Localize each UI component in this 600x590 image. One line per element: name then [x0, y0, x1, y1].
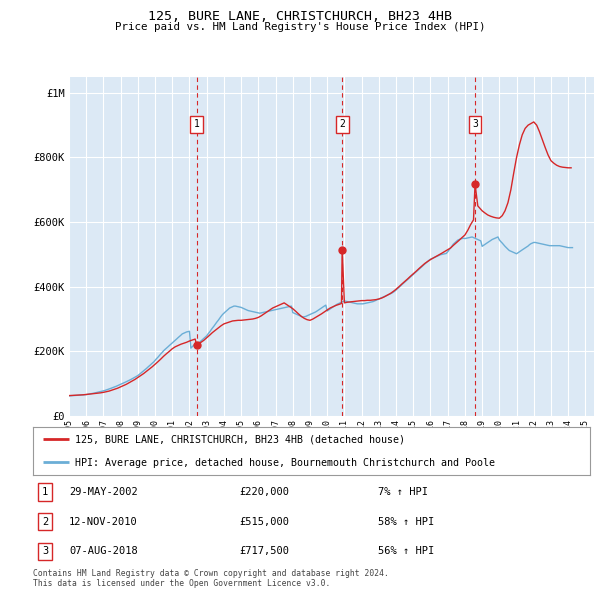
Text: 125, BURE LANE, CHRISTCHURCH, BH23 4HB (detached house): 125, BURE LANE, CHRISTCHURCH, BH23 4HB (… [75, 435, 405, 445]
Text: £220,000: £220,000 [239, 487, 289, 497]
Text: This data is licensed under the Open Government Licence v3.0.: This data is licensed under the Open Gov… [33, 579, 331, 588]
Text: 125, BURE LANE, CHRISTCHURCH, BH23 4HB: 125, BURE LANE, CHRISTCHURCH, BH23 4HB [148, 10, 452, 23]
Text: 58% ↑ HPI: 58% ↑ HPI [378, 517, 434, 526]
Text: 07-AUG-2018: 07-AUG-2018 [69, 546, 138, 556]
Text: 3: 3 [42, 546, 49, 556]
Text: 7% ↑ HPI: 7% ↑ HPI [378, 487, 428, 497]
Text: HPI: Average price, detached house, Bournemouth Christchurch and Poole: HPI: Average price, detached house, Bour… [75, 458, 495, 468]
Text: Contains HM Land Registry data © Crown copyright and database right 2024.: Contains HM Land Registry data © Crown c… [33, 569, 389, 578]
Text: 56% ↑ HPI: 56% ↑ HPI [378, 546, 434, 556]
Text: 2: 2 [42, 517, 49, 526]
Text: 29-MAY-2002: 29-MAY-2002 [69, 487, 138, 497]
Text: 1: 1 [42, 487, 49, 497]
Text: 2: 2 [339, 119, 345, 129]
Text: Price paid vs. HM Land Registry's House Price Index (HPI): Price paid vs. HM Land Registry's House … [115, 22, 485, 32]
Text: 1: 1 [194, 119, 199, 129]
Text: £515,000: £515,000 [239, 517, 289, 526]
Text: £717,500: £717,500 [239, 546, 289, 556]
Text: 12-NOV-2010: 12-NOV-2010 [69, 517, 138, 526]
Text: 3: 3 [472, 119, 478, 129]
